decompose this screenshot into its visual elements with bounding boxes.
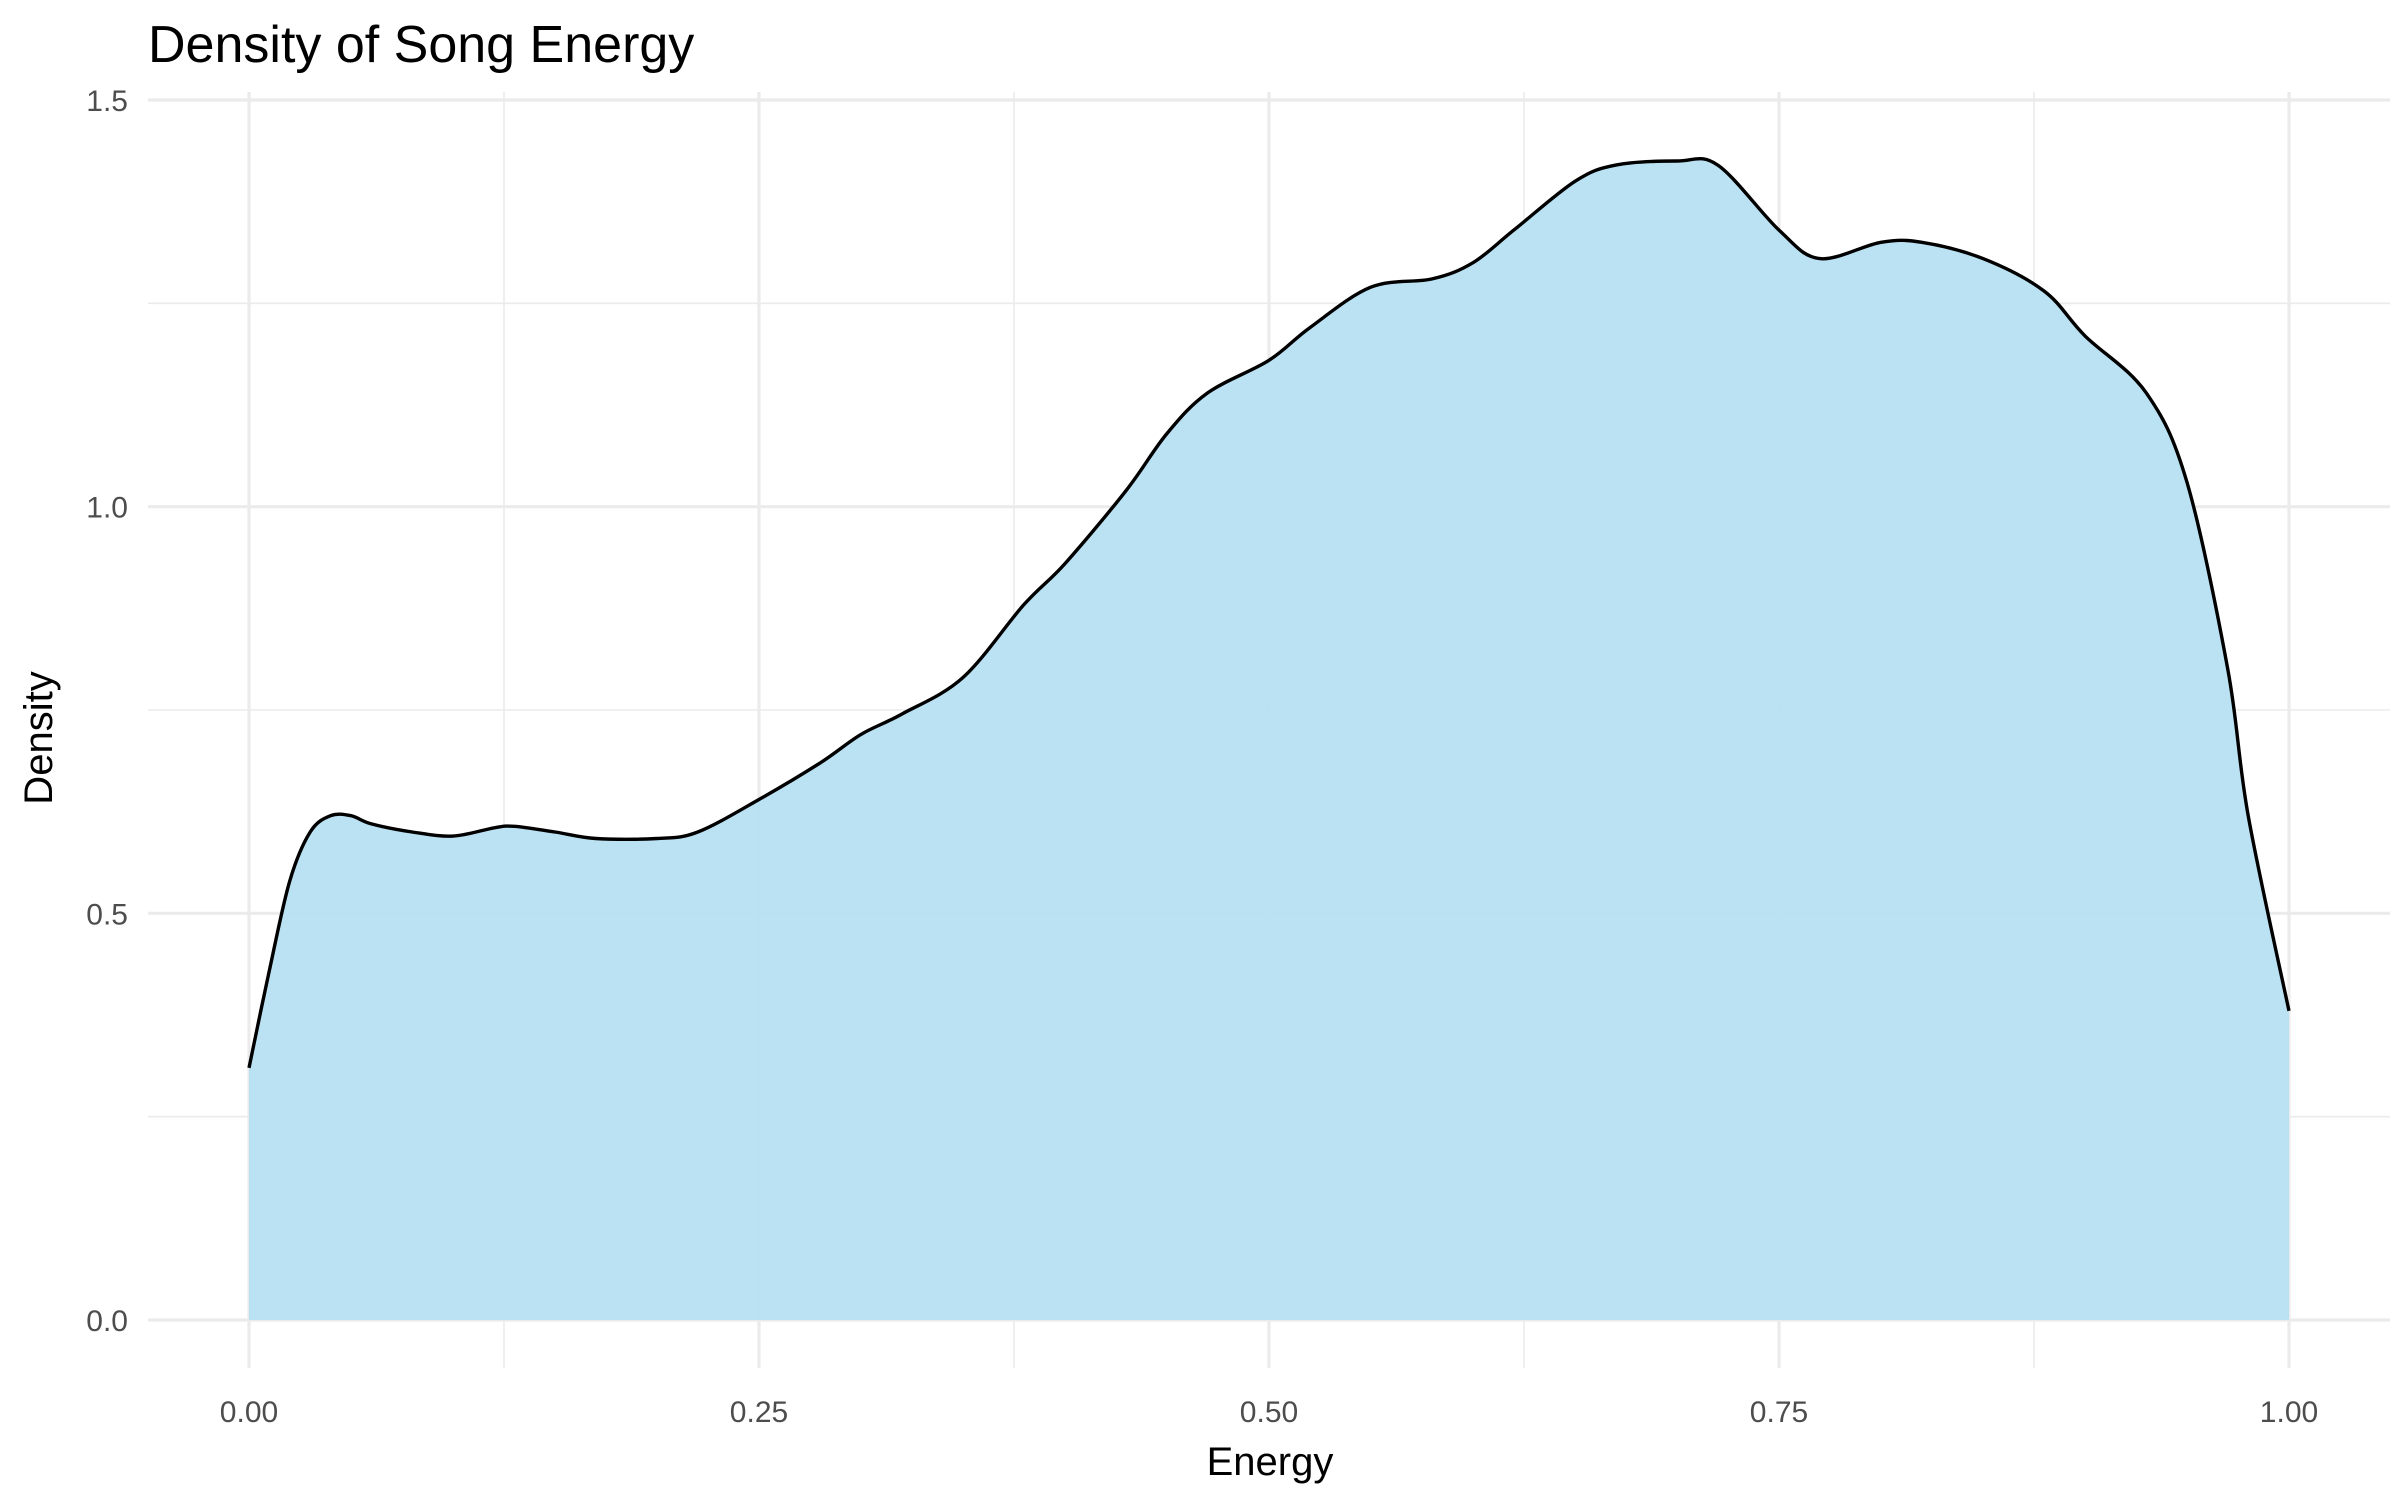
x-tick-label: 1.00 [2260,1396,2318,1429]
density-area [249,158,2289,1321]
x-tick-label: 0.00 [220,1396,278,1429]
x-tick-label: 0.25 [730,1396,788,1429]
y-axis-ticks: 0.0 0.5 1.0 1.5 [86,85,128,1338]
x-tick-label: 0.50 [1240,1396,1298,1429]
y-tick-label: 1.0 [86,492,128,525]
y-tick-label: 1.5 [86,85,128,118]
y-tick-label: 0.0 [86,1305,128,1338]
y-axis-label: Density [17,671,61,804]
x-tick-label: 0.75 [1750,1396,1808,1429]
x-axis-label: Energy [1207,1440,1334,1484]
chart-title: Density of Song Energy [148,16,694,74]
x-axis-ticks: 0.00 0.25 0.50 0.75 1.00 [220,1396,2318,1429]
y-tick-label: 0.5 [86,898,128,931]
density-line [247,157,2291,1069]
